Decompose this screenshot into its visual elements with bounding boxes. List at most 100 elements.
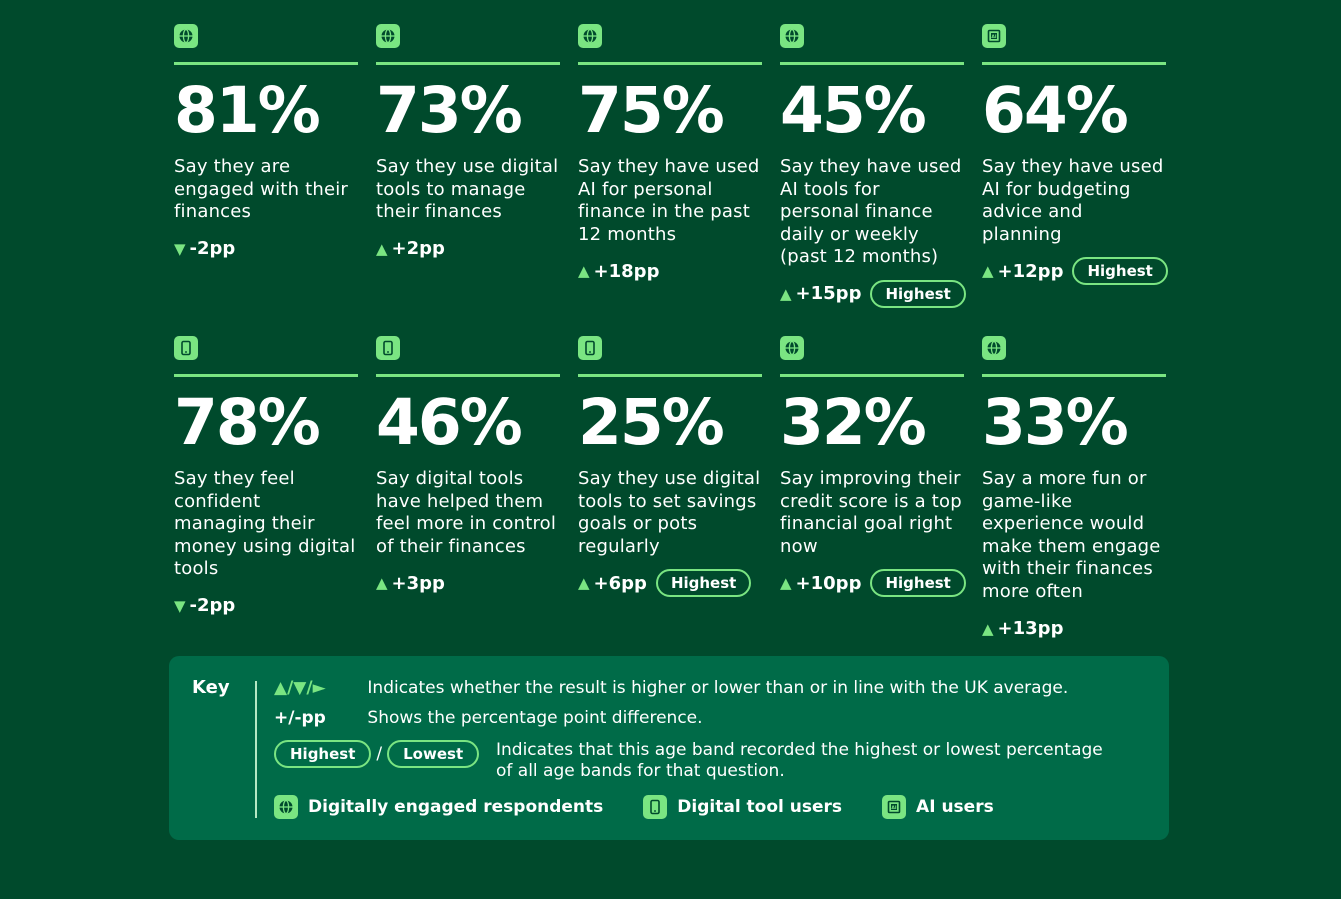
card-divider bbox=[578, 374, 762, 377]
legend-item: Digital tool users bbox=[643, 795, 842, 819]
stat-percent: 32% bbox=[780, 386, 927, 459]
stat-card: 81% Say they are engaged with their finan… bbox=[174, 24, 358, 316]
card-divider bbox=[376, 374, 560, 377]
key-pp-row: +/-pp Shows the percentage point differe… bbox=[274, 708, 703, 728]
stat-percent: 81% bbox=[174, 74, 321, 147]
card-divider bbox=[174, 62, 358, 65]
change-value: +6pp bbox=[593, 572, 647, 594]
stat-change: ▲ +12pp Highest bbox=[982, 256, 1168, 286]
legend-item: Digitally engaged respondents bbox=[274, 795, 603, 819]
arrow-up-icon: ▲ bbox=[578, 574, 590, 593]
stat-percent: 46% bbox=[376, 386, 523, 459]
stat-percent: 75% bbox=[578, 74, 725, 147]
globe-icon bbox=[780, 336, 804, 360]
key-pp-symbol: +/-pp bbox=[274, 708, 326, 728]
stat-card: 33% Say a more fun or game-like experienc… bbox=[982, 336, 1166, 639]
ai-chip-icon: AI bbox=[882, 795, 907, 819]
svg-text:AI: AI bbox=[991, 34, 996, 40]
card-divider bbox=[982, 62, 1166, 65]
card-divider bbox=[376, 62, 560, 65]
highest-badge: Highest bbox=[870, 569, 966, 598]
key-title: Key bbox=[192, 677, 230, 698]
stat-change: ▲ +18pp bbox=[578, 256, 762, 286]
stat-card: AI 64% Say they have used AI for budgeting… bbox=[982, 24, 1168, 316]
stat-change: ▲ +15pp Highest bbox=[780, 279, 966, 309]
key-legend: Digitally engaged respondents Digital too… bbox=[274, 795, 1034, 820]
stat-percent: 33% bbox=[982, 386, 1129, 459]
card-divider bbox=[982, 374, 1166, 377]
key-arrows-row: ▲/▼/► Indicates whether the result is hi… bbox=[274, 678, 1068, 698]
stat-description: Say they are engaged with their finances bbox=[174, 156, 349, 223]
globe-icon bbox=[274, 795, 298, 819]
key-highest-pill: Highest bbox=[274, 740, 372, 768]
change-value: +2pp bbox=[391, 238, 445, 260]
stat-change: ▲ +13pp bbox=[982, 614, 1166, 644]
phone-icon bbox=[174, 336, 198, 360]
stat-card: 46% Say digital tools have helped them fe… bbox=[376, 336, 560, 636]
change-value: +15pp bbox=[795, 283, 862, 305]
phone-icon bbox=[376, 336, 400, 360]
key-arrows-text: Indicates whether the result is higher o… bbox=[367, 678, 1069, 698]
phone-icon bbox=[578, 336, 602, 360]
stat-description: Say they have used AI tools for personal… bbox=[780, 156, 962, 268]
card-divider bbox=[174, 374, 358, 377]
stat-change: ▲ +2pp bbox=[376, 234, 560, 264]
key-panel: Key ▲/▼/► Indicates whether the result i… bbox=[169, 656, 1169, 840]
globe-icon bbox=[982, 336, 1006, 360]
stat-change: ▼ -2pp bbox=[174, 591, 358, 621]
stat-percent: 64% bbox=[982, 74, 1129, 147]
arrow-up-icon: ▲ bbox=[982, 262, 994, 281]
card-divider bbox=[780, 374, 964, 377]
change-value: +3pp bbox=[391, 572, 445, 594]
highest-badge: Highest bbox=[1072, 257, 1168, 286]
key-slash: / bbox=[376, 744, 383, 764]
stat-change: ▲ +3pp bbox=[376, 568, 560, 598]
stat-change: ▲ +10pp Highest bbox=[780, 568, 966, 598]
change-value: -2pp bbox=[189, 238, 236, 260]
card-divider bbox=[780, 62, 964, 65]
arrow-up-icon: ▲ bbox=[376, 574, 388, 593]
stat-card: 45% Say they have used AI tools for perso… bbox=[780, 24, 966, 316]
stat-card: 32% Say improving their credit score is a… bbox=[780, 336, 966, 636]
legend-label: Digital tool users bbox=[677, 797, 843, 817]
key-lowest-pill: Lowest bbox=[387, 740, 480, 768]
stat-card: 78% Say they feel confident managing thei… bbox=[174, 336, 358, 636]
stat-percent: 25% bbox=[578, 386, 725, 459]
card-divider bbox=[578, 62, 762, 65]
arrow-up-icon: ▲ bbox=[376, 239, 388, 258]
ai-chip-icon: AI bbox=[982, 24, 1006, 48]
stat-description: Say they have used AI for personal finan… bbox=[578, 156, 760, 245]
change-value: +12pp bbox=[997, 260, 1064, 282]
globe-icon bbox=[578, 24, 602, 48]
arrow-up-icon: ▲ bbox=[780, 574, 792, 593]
globe-icon bbox=[780, 24, 804, 48]
stat-description: Say they use digital tools to manage the… bbox=[376, 156, 559, 223]
legend-label: AI users bbox=[916, 797, 994, 817]
key-band-text-line2: of all age bands for that question. bbox=[496, 761, 785, 781]
arrow-up-icon: ▲ bbox=[982, 619, 994, 638]
stat-percent: 73% bbox=[376, 74, 523, 147]
phone-icon bbox=[643, 795, 668, 819]
arrow-down-icon: ▼ bbox=[174, 239, 186, 258]
stat-description: Say improving their credit score is a to… bbox=[780, 468, 962, 557]
arrow-up-icon: ▲ bbox=[780, 284, 792, 303]
legend-item: AI AI users bbox=[882, 795, 994, 819]
globe-icon bbox=[174, 24, 198, 48]
stat-description: Say they have used AI for budgeting advi… bbox=[982, 156, 1164, 245]
stat-description: Say they feel confident managing their m… bbox=[174, 468, 356, 580]
stat-change: ▲ +6pp Highest bbox=[578, 568, 762, 598]
arrow-up-icon: ▲ bbox=[578, 262, 590, 281]
change-value: -2pp bbox=[189, 595, 236, 617]
stat-card: 73% Say they use digital tools to manage … bbox=[376, 24, 560, 316]
highest-badge: Highest bbox=[870, 279, 966, 308]
stat-description: Say digital tools have helped them feel … bbox=[376, 468, 557, 557]
highest-badge: Highest bbox=[655, 569, 752, 598]
stat-card: 75% Say they have used AI for personal fi… bbox=[578, 24, 762, 316]
change-value: +10pp bbox=[795, 572, 862, 594]
key-divider bbox=[255, 681, 257, 818]
stat-description: Say they use digital tools to set saving… bbox=[578, 468, 761, 557]
key-pp-text: Shows the percentage point difference. bbox=[367, 708, 703, 728]
arrow-down-icon: ▼ bbox=[174, 596, 186, 615]
stats-grid: 81% Say they are engaged with their finan… bbox=[174, 24, 1168, 639]
stats-row-2: 78% Say they feel confident managing thei… bbox=[174, 336, 1166, 639]
